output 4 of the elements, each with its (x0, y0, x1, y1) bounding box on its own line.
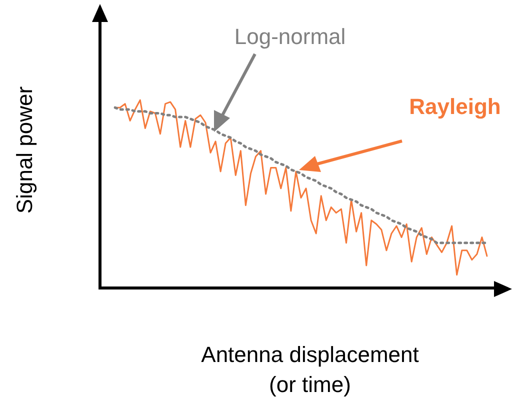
text: Log-normal (234, 24, 346, 50)
text: Rayleigh (409, 94, 501, 120)
x-axis-title: Antenna displacement (or time) (201, 341, 419, 399)
y-axis-title: Signal power (11, 86, 38, 214)
